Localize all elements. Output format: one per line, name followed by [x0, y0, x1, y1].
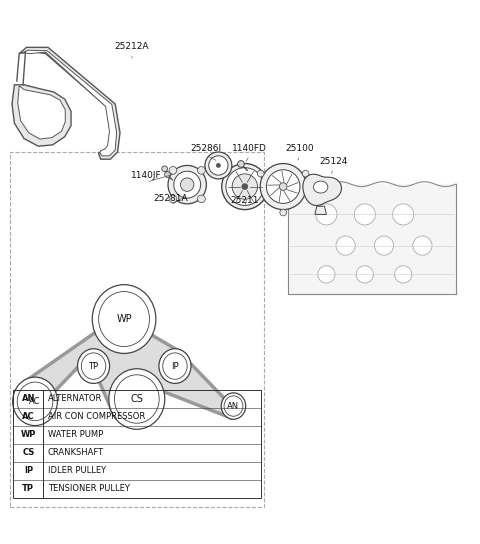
Text: AN: AN	[228, 401, 240, 411]
Circle shape	[393, 204, 414, 225]
Text: CS: CS	[22, 448, 35, 457]
Circle shape	[169, 195, 177, 203]
Text: AIR CON COMPRESSOR: AIR CON COMPRESSOR	[48, 412, 145, 421]
Circle shape	[174, 171, 201, 198]
Text: 25281A: 25281A	[153, 194, 188, 203]
Circle shape	[180, 178, 194, 191]
Ellipse shape	[78, 349, 109, 384]
Text: TP: TP	[88, 362, 98, 370]
Polygon shape	[23, 50, 117, 156]
Ellipse shape	[12, 377, 58, 425]
Circle shape	[205, 152, 232, 179]
Circle shape	[257, 170, 264, 177]
Polygon shape	[25, 332, 231, 422]
Polygon shape	[303, 174, 341, 206]
Circle shape	[226, 168, 264, 206]
Circle shape	[222, 164, 268, 209]
Text: WP: WP	[116, 314, 132, 324]
Text: 25286I: 25286I	[191, 144, 222, 153]
Ellipse shape	[109, 369, 165, 429]
Text: AC: AC	[22, 412, 35, 421]
Text: AN: AN	[22, 394, 35, 403]
Text: 25124: 25124	[319, 157, 348, 166]
Circle shape	[241, 183, 248, 190]
Text: TENSIONER PULLEY: TENSIONER PULLEY	[48, 484, 130, 493]
Circle shape	[318, 266, 335, 283]
Text: 25212A: 25212A	[115, 42, 149, 51]
Circle shape	[279, 183, 287, 190]
Text: CS: CS	[131, 394, 143, 404]
Circle shape	[374, 236, 394, 255]
Circle shape	[232, 174, 257, 199]
Circle shape	[354, 204, 375, 225]
Circle shape	[302, 170, 309, 177]
Circle shape	[260, 164, 306, 209]
Circle shape	[198, 166, 205, 174]
Circle shape	[162, 166, 168, 172]
Text: IDLER PULLEY: IDLER PULLEY	[48, 466, 106, 475]
Circle shape	[198, 195, 205, 203]
Circle shape	[165, 172, 170, 177]
Circle shape	[395, 266, 412, 283]
Circle shape	[413, 236, 432, 255]
Text: AC: AC	[29, 397, 41, 406]
Circle shape	[266, 170, 300, 203]
Text: 25100: 25100	[286, 144, 314, 153]
Circle shape	[356, 266, 373, 283]
Circle shape	[336, 236, 355, 255]
Text: WP: WP	[21, 430, 36, 439]
Circle shape	[216, 163, 221, 168]
Circle shape	[280, 209, 287, 216]
Polygon shape	[12, 85, 71, 146]
Circle shape	[238, 160, 244, 168]
Ellipse shape	[221, 393, 246, 419]
Text: IP: IP	[171, 362, 179, 370]
Text: 25211: 25211	[230, 196, 259, 205]
Circle shape	[169, 166, 177, 174]
Text: ALTERNATOR: ALTERNATOR	[48, 394, 102, 403]
Text: 1140FD: 1140FD	[232, 144, 267, 153]
Circle shape	[316, 204, 337, 225]
Bar	[13, 390, 261, 498]
Circle shape	[168, 165, 206, 204]
Text: 1140JF: 1140JF	[131, 171, 162, 180]
Ellipse shape	[159, 349, 191, 384]
Text: TP: TP	[22, 484, 35, 493]
Text: IP: IP	[24, 466, 33, 475]
Circle shape	[209, 156, 228, 175]
Bar	[10, 152, 264, 507]
Polygon shape	[315, 206, 326, 214]
Text: CRANKSHAFT: CRANKSHAFT	[48, 448, 104, 457]
Polygon shape	[18, 86, 65, 139]
Text: WATER PUMP: WATER PUMP	[48, 430, 103, 439]
Ellipse shape	[92, 285, 156, 354]
Ellipse shape	[313, 181, 328, 193]
Polygon shape	[19, 47, 120, 159]
